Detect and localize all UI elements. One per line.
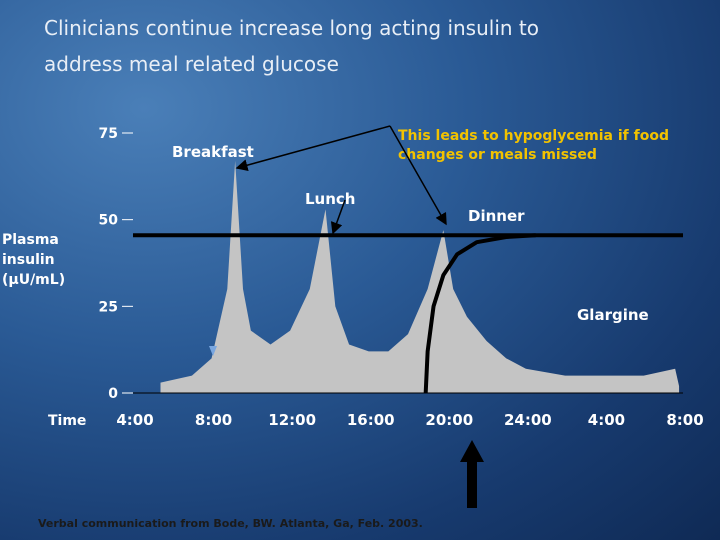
axes-layer: 0 25 50 75 4:00 8:00 12:00 16:00 20:00 24:00 4:00 8… — [99, 126, 704, 429]
line — [423, 233, 536, 394]
footnote: Verbal communication from Bode, BW. Atla… — [38, 517, 423, 530]
annotation: Breakfast — [172, 143, 254, 161]
legend-label: Glargine — [577, 306, 649, 324]
x-tick-label: 4:00 — [588, 411, 625, 429]
x-axis-label: Time — [48, 413, 86, 429]
x-tick-label: 8:00 — [666, 411, 703, 429]
arrow — [389, 125, 447, 226]
x-tick-label: 12:00 — [268, 411, 316, 429]
y-tick-label: 0 — [108, 386, 118, 402]
x-tick-label: 4:00 — [116, 411, 153, 429]
y-tick-label: 50 — [99, 213, 119, 229]
arrow — [330, 199, 346, 235]
arrows — [235, 125, 447, 235]
marker-triangle — [209, 346, 217, 356]
x-tick-label: 20:00 — [425, 411, 473, 429]
annotation: This leads to hypoglycemia if food change… — [398, 128, 669, 163]
insulin-area — [160, 160, 680, 393]
y-tick-label: 75 — [99, 126, 118, 142]
x-tick-label: 16:00 — [347, 411, 395, 429]
x-tick-label: 8:00 — [195, 411, 232, 429]
annotation: Lunch — [305, 190, 356, 208]
x-tick-label: 24:00 — [504, 411, 552, 429]
y-tick-label: 25 — [99, 299, 118, 315]
up-arrow — [460, 440, 484, 508]
chart-title: Clinicians continue increase long acting… — [44, 16, 539, 76]
annotation: Dinner — [468, 207, 525, 225]
y-axis-label: Plasma insulin (µU/mL) — [2, 232, 65, 288]
arrow — [235, 125, 391, 172]
